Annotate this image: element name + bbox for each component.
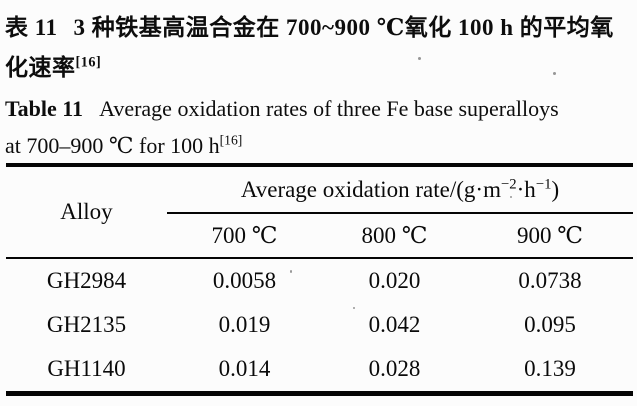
caption-chinese-table-number: 表 11 <box>5 15 58 40</box>
caption-english-line1: Table 11 Average oxidation rates of three… <box>5 90 559 127</box>
column-header-800c: 800 ℃ <box>322 213 467 259</box>
cell-rate-700: 0.019 <box>218 312 271 337</box>
cell-rate-700: 0.0058 <box>212 268 277 293</box>
caption-english-reference-superscript: [16] <box>219 132 243 148</box>
cell-rate-900: 0.0738 <box>518 268 582 293</box>
scan-speck <box>553 72 556 75</box>
scan-speck <box>510 196 512 198</box>
cell-rate-900: 0.139 <box>524 356 576 381</box>
caption-english-line1-text: Average oxidation rates of three Fe base… <box>99 96 559 121</box>
caption-english: Table 11 Average oxidation rates of three… <box>5 90 559 164</box>
caption-english-table-number: Table 11 <box>5 96 84 121</box>
scan-speck <box>418 57 421 60</box>
header-row-temperatures: 700 ℃ 800 ℃ 900 ℃ <box>6 213 633 259</box>
cell-alloy-name: GH2135 <box>46 312 127 337</box>
scan-speck <box>290 270 292 273</box>
caption-english-line2: at 700–900 ℃ for 100 h[16] <box>5 127 559 164</box>
unit-text-mid: ·h <box>516 176 536 202</box>
unit-exponent-minus2: −2 <box>500 175 517 192</box>
caption-chinese-line2: 化速率[16] <box>5 48 614 88</box>
cell-rate-800: 0.042 <box>368 312 421 337</box>
cell-alloy-name: GH2984 <box>46 268 127 293</box>
column-header-700c: 700 ℃ <box>167 213 322 259</box>
caption-english-line2-text: at 700–900 ℃ for 100 h <box>5 133 220 158</box>
unit-exponent-minus1: −1 <box>535 175 552 192</box>
cell-rate-900: 0.095 <box>524 312 576 337</box>
scan-speck <box>353 307 355 309</box>
caption-chinese-line1-text: 3 种铁基高温合金在 700~900 ℃氧化 100 h 的平均氧 <box>73 15 614 40</box>
header-row-unit: Alloy Average oxidation rate/(g·m−2·h−1) <box>6 165 633 259</box>
table-row-gh2984: GH2984 0.0058 0.020 0.0738 <box>6 258 633 303</box>
caption-chinese-line1: 表 11 3 种铁基高温合金在 700~900 ℃氧化 100 h 的平均氧 <box>5 8 614 48</box>
unit-text-pre: Average oxidation rate/(g·m <box>240 176 501 202</box>
table-row-gh2135: GH2135 0.019 0.042 0.095 <box>6 303 633 347</box>
column-header-900c: 900 ℃ <box>467 213 633 259</box>
unit-text-post: ) <box>551 176 560 202</box>
caption-chinese-line2-text: 化速率 <box>5 55 76 80</box>
cell-alloy-name: GH1140 <box>47 356 126 381</box>
cell-rate-700: 0.014 <box>218 356 271 381</box>
column-header-alloy: Alloy <box>6 165 167 259</box>
cell-rate-800: 0.028 <box>368 356 421 381</box>
caption-chinese-reference-superscript: [16] <box>75 54 102 71</box>
column-header-unit: Average oxidation rate/(g·m−2·h−1) <box>167 165 633 214</box>
caption-chinese: 表 11 3 种铁基高温合金在 700~900 ℃氧化 100 h 的平均氧 化速… <box>5 8 614 88</box>
table-row-gh1140: GH1140 0.014 0.028 0.139 <box>6 347 633 394</box>
cell-rate-800: 0.020 <box>368 268 421 293</box>
oxidation-rate-table: Alloy Average oxidation rate/(g·m−2·h−1)… <box>6 163 633 396</box>
